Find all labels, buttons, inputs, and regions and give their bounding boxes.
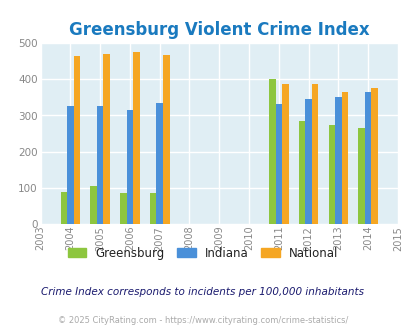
Bar — [162, 55, 169, 224]
Bar — [133, 52, 139, 224]
Bar — [364, 92, 371, 224]
Bar — [97, 106, 103, 224]
Legend: Greensburg, Indiana, National: Greensburg, Indiana, National — [63, 242, 342, 264]
Text: © 2025 CityRating.com - https://www.cityrating.com/crime-statistics/: © 2025 CityRating.com - https://www.city… — [58, 315, 347, 325]
Bar — [341, 91, 347, 224]
Bar — [298, 121, 305, 224]
Bar — [60, 192, 67, 224]
Bar — [73, 56, 80, 224]
Bar — [268, 79, 275, 224]
Bar — [126, 110, 133, 224]
Bar — [334, 97, 341, 224]
Bar — [149, 193, 156, 224]
Title: Greensburg Violent Crime Index: Greensburg Violent Crime Index — [69, 20, 369, 39]
Bar — [357, 128, 364, 224]
Bar — [156, 103, 162, 224]
Bar — [103, 54, 110, 224]
Text: Crime Index corresponds to incidents per 100,000 inhabitants: Crime Index corresponds to incidents per… — [41, 287, 364, 297]
Bar — [305, 99, 311, 224]
Bar — [90, 186, 97, 224]
Bar — [371, 88, 377, 224]
Bar — [328, 124, 334, 224]
Bar — [67, 106, 73, 224]
Bar — [120, 193, 126, 224]
Bar — [275, 104, 281, 224]
Bar — [281, 84, 288, 224]
Bar — [311, 84, 318, 224]
